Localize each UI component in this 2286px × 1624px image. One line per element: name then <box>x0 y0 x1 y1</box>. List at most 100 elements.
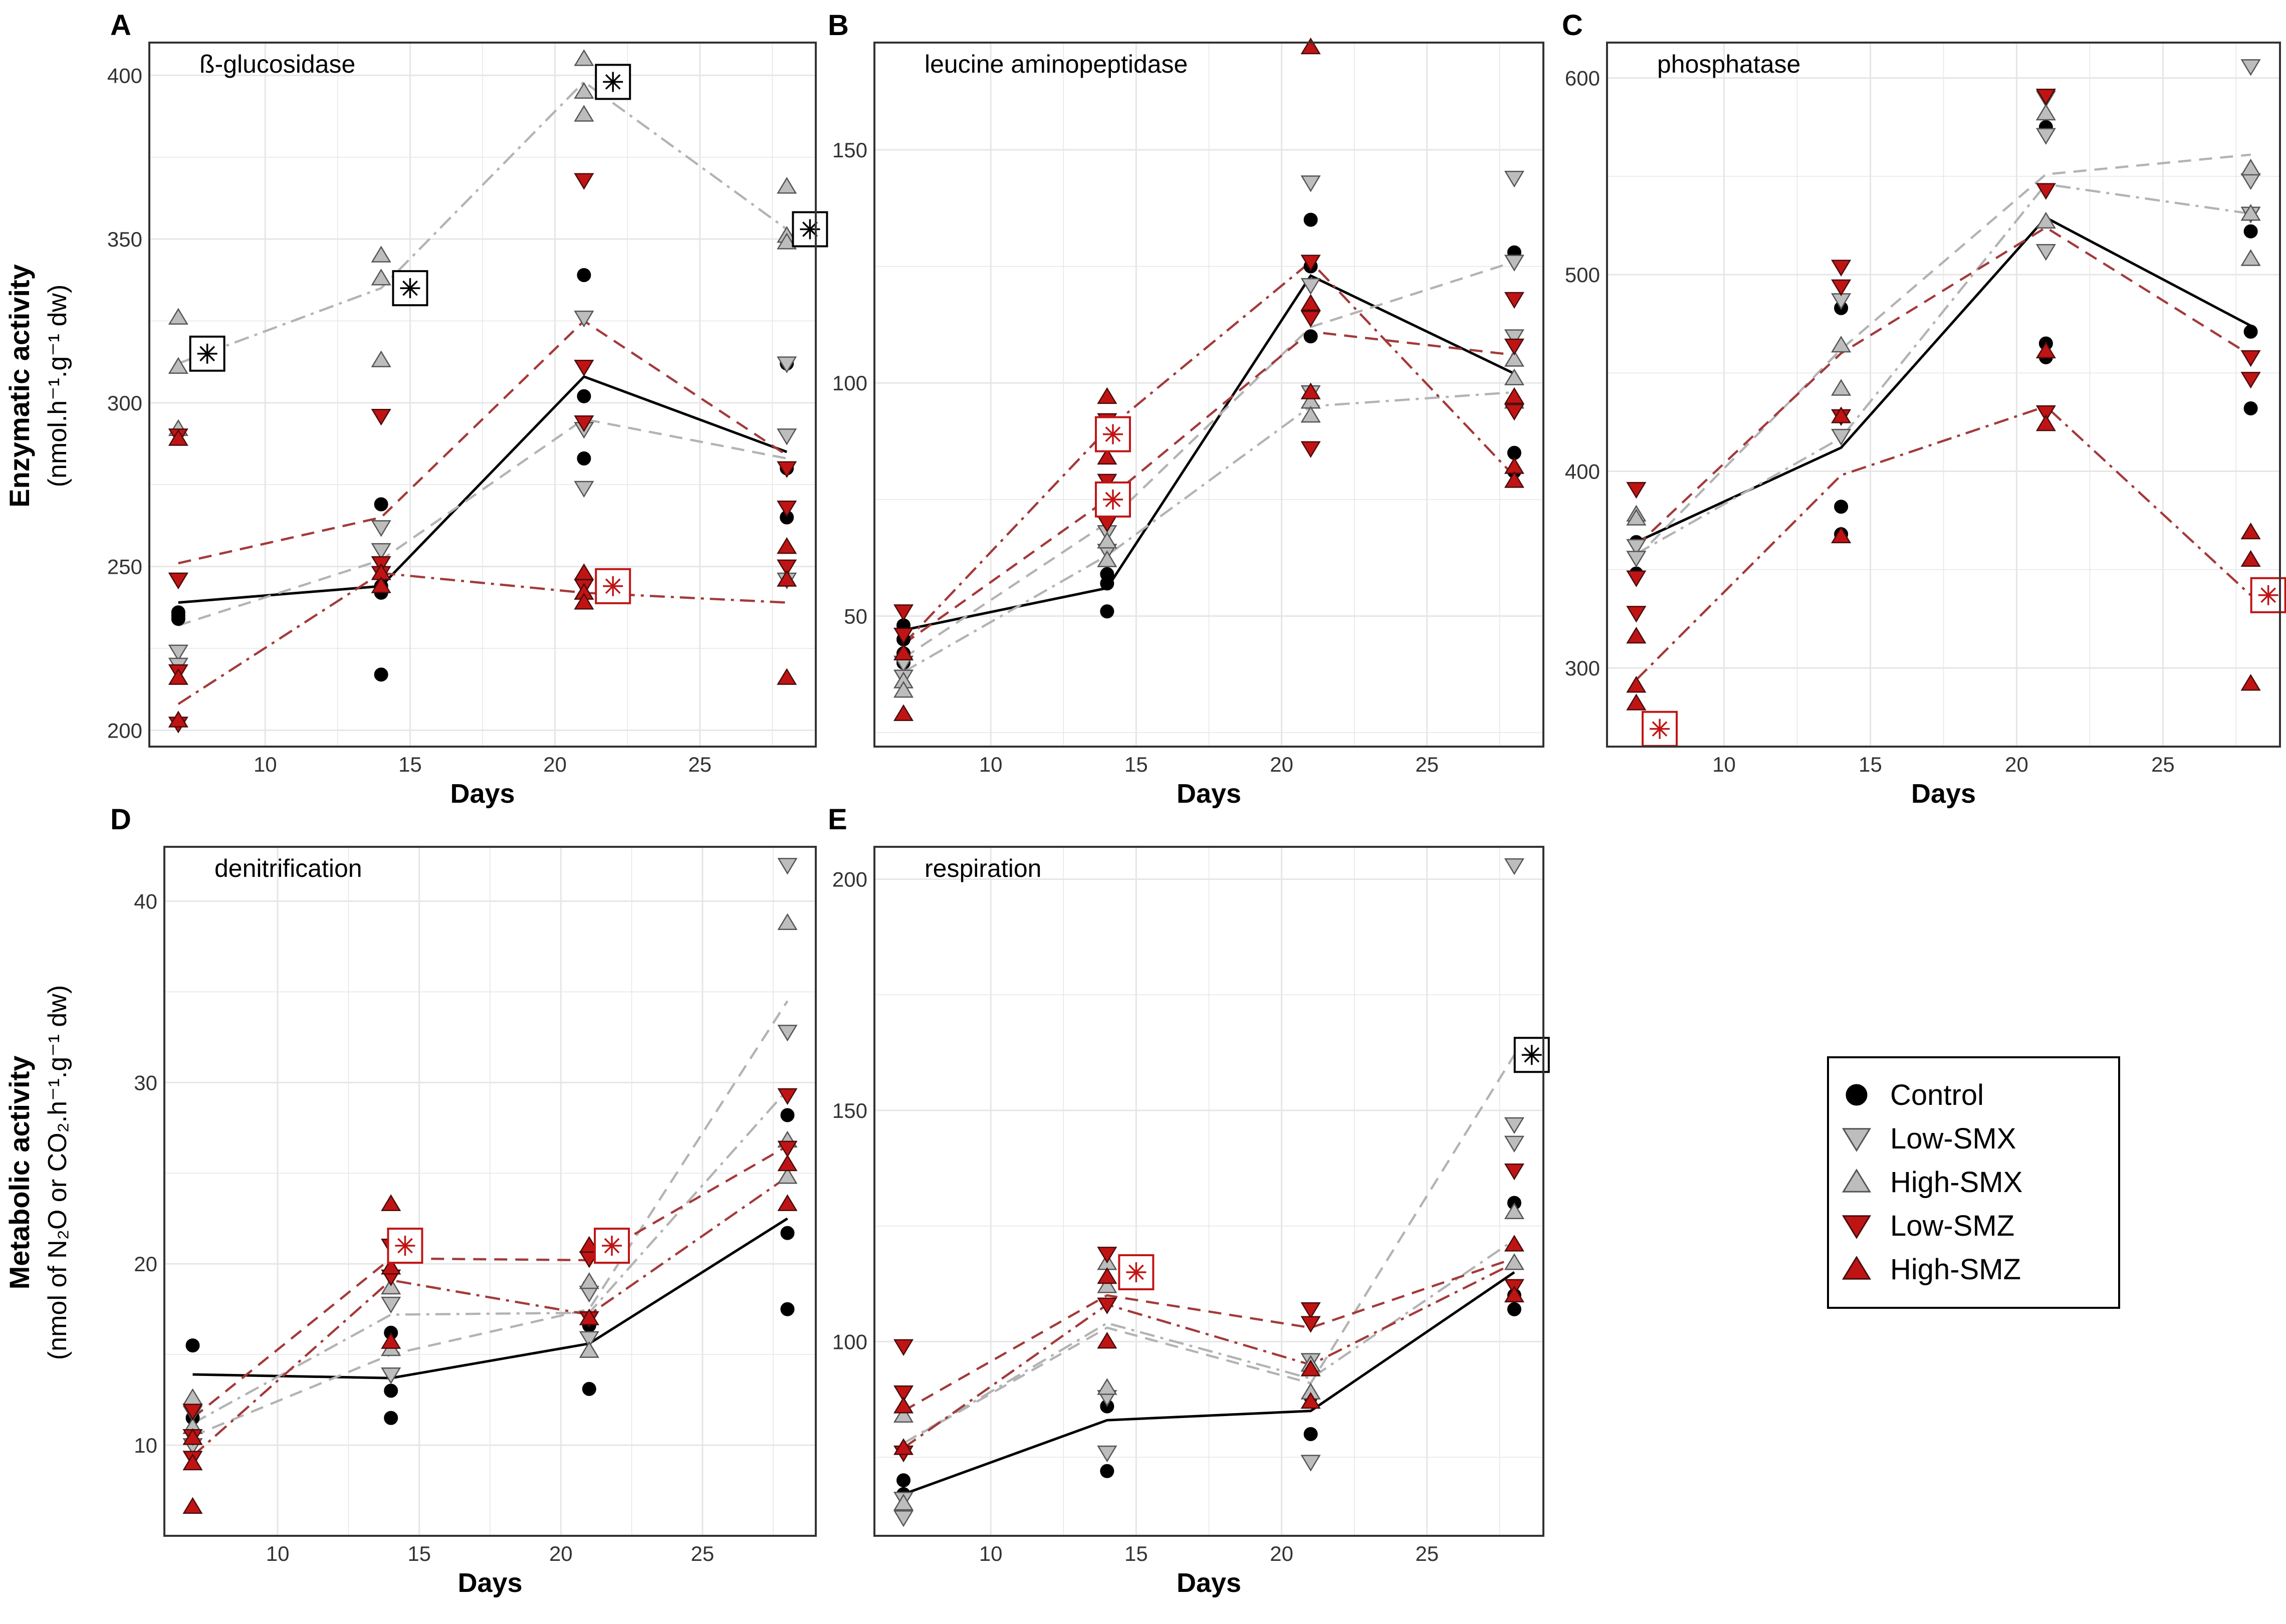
data-point <box>1504 1163 1525 1181</box>
data-point <box>1504 1202 1525 1220</box>
data-point <box>371 246 391 263</box>
data-point <box>893 1493 914 1511</box>
data-point <box>574 415 594 432</box>
data-point <box>579 1331 599 1348</box>
x-tick-label: 20 <box>543 753 567 776</box>
asterisk-stroke <box>1105 426 1121 442</box>
data-point <box>2035 405 2056 422</box>
data-point <box>1626 693 1647 711</box>
data-point <box>2035 341 2056 359</box>
legend-marker-control <box>1846 1084 1868 1106</box>
asterisk-stroke <box>802 221 818 237</box>
significance-box <box>595 568 631 604</box>
data-point <box>1831 335 1852 353</box>
x-axis-title: Days <box>450 779 515 809</box>
panel-title: ß-glucosidase <box>199 50 355 78</box>
legend-label-low-smz: Low-SMZ <box>1890 1210 2014 1242</box>
data-point <box>2035 88 2056 106</box>
series-line-high-smz <box>177 572 787 705</box>
enzymatic-y-label: Enzymatic activity <box>4 264 35 508</box>
x-tick-label: 25 <box>1415 1542 1439 1565</box>
y-tick-label: 500 <box>1565 263 1600 287</box>
significance-marker <box>1118 1254 1155 1290</box>
x-tick-label: 20 <box>1270 753 1293 776</box>
x-tick-label: 15 <box>1859 753 1882 776</box>
data-point <box>1626 539 1647 556</box>
panel-title: respiration <box>925 854 1041 882</box>
series-line-control <box>178 375 788 604</box>
series-points-high-smx <box>1626 103 2261 526</box>
data-point <box>1097 1445 1117 1463</box>
data-point <box>1300 294 1321 311</box>
data-point <box>893 627 914 645</box>
series-line-low-smz <box>902 330 1515 645</box>
legend-box <box>1827 1056 2120 1309</box>
data-point <box>168 429 188 446</box>
data-point <box>381 1332 401 1349</box>
series-points-high-smz <box>182 1154 798 1514</box>
y-tick-label: 200 <box>107 719 142 742</box>
data-point <box>381 1258 401 1275</box>
series-line-high-smx <box>902 1239 1515 1445</box>
data-point <box>574 49 594 66</box>
data-point <box>777 913 798 930</box>
asterisk-stroke <box>604 1238 620 1254</box>
data-point <box>1300 1455 1321 1472</box>
data-point <box>1831 428 1852 446</box>
data-point <box>2240 372 2261 389</box>
y-tick-label: 400 <box>107 64 142 87</box>
data-point <box>2243 224 2258 239</box>
y-tick-label: 350 <box>107 227 142 251</box>
data-point <box>1100 576 1114 591</box>
data-point <box>1831 526 1852 544</box>
asterisk-stroke <box>199 346 215 362</box>
data-point <box>1504 368 1525 385</box>
x-tick-label: 10 <box>979 1542 1003 1565</box>
data-point <box>2035 128 2056 145</box>
y-tick-label: 400 <box>1565 460 1600 484</box>
plot-border-e <box>873 846 1544 1537</box>
data-point <box>182 1497 203 1514</box>
data-point <box>371 408 391 426</box>
asterisk-stroke <box>1524 1047 1540 1063</box>
data-point <box>1831 279 1852 297</box>
significance-marker <box>387 1228 423 1264</box>
x-tick-label: 25 <box>1415 753 1439 776</box>
data-point <box>1300 1302 1321 1319</box>
data-point <box>374 497 388 512</box>
y-tick-label: 300 <box>107 391 142 415</box>
data-point <box>1303 212 1318 227</box>
data-point <box>1504 1253 1525 1270</box>
data-point <box>1300 405 1321 423</box>
y-tick-label: 150 <box>832 1099 867 1122</box>
panel-letter: D <box>110 803 131 836</box>
data-point <box>1504 292 1525 309</box>
data-point <box>2240 550 2261 567</box>
data-point <box>1504 1285 1525 1303</box>
series-points-low-smz <box>168 173 797 734</box>
significance-box <box>1118 1254 1155 1290</box>
data-point <box>1097 1297 1117 1315</box>
data-point <box>2035 103 2056 121</box>
series-line-high-smz <box>902 1262 1515 1449</box>
y-tick-label: 200 <box>832 868 867 891</box>
x-tick-label: 10 <box>1712 753 1736 776</box>
data-point <box>577 268 591 282</box>
data-point <box>1504 471 1525 488</box>
panel-letter: A <box>110 9 131 42</box>
data-point <box>1097 1378 1117 1395</box>
data-point <box>168 357 188 374</box>
data-point <box>1303 1427 1318 1441</box>
data-point <box>579 1308 599 1325</box>
data-point <box>168 308 188 325</box>
data-point <box>579 1341 599 1358</box>
x-tick-label: 10 <box>979 753 1003 776</box>
y-tick-label: 40 <box>134 890 157 913</box>
data-point <box>1097 1247 1117 1264</box>
data-point <box>777 1167 798 1184</box>
data-point <box>777 500 797 518</box>
asterisk-stroke <box>1105 492 1121 508</box>
series-points-high-smx <box>893 350 1525 698</box>
